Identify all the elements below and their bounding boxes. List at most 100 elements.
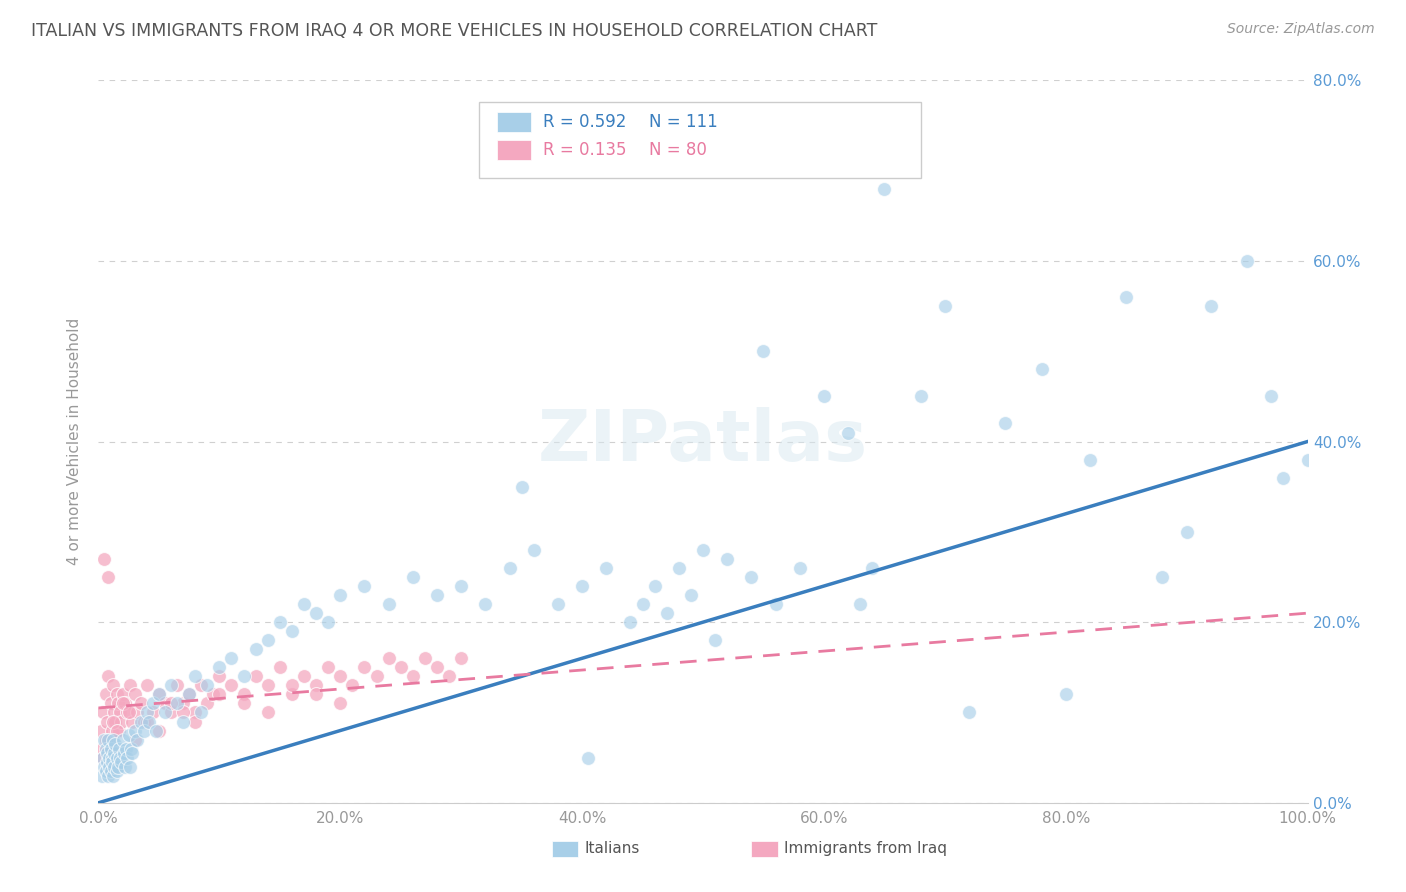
Point [716,552,738,566]
Point [160,678,183,692]
FancyBboxPatch shape [551,841,578,857]
Point [101,678,124,692]
Point [118,728,141,742]
Point [644,579,666,593]
Point [93,760,115,774]
Point [135,678,157,692]
Point [94,764,117,779]
Point [1152,570,1174,584]
Point [91,750,114,764]
Point [124,687,146,701]
Point [97,669,120,683]
Point [316,615,339,630]
Point [413,651,436,665]
Point [90,723,112,738]
Point [1236,253,1258,268]
Point [104,714,127,729]
Point [98,732,121,747]
Point [692,542,714,557]
Point [100,723,122,738]
Point [576,750,599,764]
Text: ITALIAN VS IMMIGRANTS FROM IRAQ 4 OR MORE VEHICLES IN HOUSEHOLD CORRELATION CHAR: ITALIAN VS IMMIGRANTS FROM IRAQ 4 OR MOR… [31,22,877,40]
Point [101,714,124,729]
Point [103,746,125,760]
Point [166,678,188,692]
Point [740,570,762,584]
Point [118,678,141,692]
Point [281,624,304,639]
Point [245,642,267,657]
Point [100,741,122,756]
Point [195,697,218,711]
Point [117,750,139,764]
Point [813,389,835,403]
Text: N = 80: N = 80 [648,141,706,159]
Point [135,714,157,729]
Point [108,723,131,738]
Point [510,480,533,494]
Point [110,714,132,729]
Point [329,588,352,602]
Point [124,723,146,738]
Point [91,769,114,783]
Point [166,697,188,711]
Point [426,660,449,674]
Point [269,660,291,674]
Point [256,706,278,720]
Point [98,760,121,774]
Point [221,678,243,692]
Point [389,660,412,674]
Point [342,678,364,692]
FancyBboxPatch shape [498,112,531,132]
Point [160,706,183,720]
Point [450,579,472,593]
Point [97,570,120,584]
Point [1296,452,1319,467]
Point [292,669,315,683]
Point [134,714,156,729]
Point [138,714,160,729]
FancyBboxPatch shape [498,139,531,160]
Point [96,746,118,760]
Point [547,597,569,611]
Point [704,633,727,648]
Point [910,389,932,403]
Point [195,678,218,692]
Point [202,687,225,701]
Point [292,597,315,611]
Point [94,687,117,701]
Point [1078,452,1101,467]
Point [112,746,135,760]
Point [450,651,472,665]
Point [426,588,449,602]
Point [184,669,207,683]
Point [316,660,339,674]
Point [107,760,129,774]
Point [91,750,114,764]
Point [498,561,520,575]
Point [994,417,1017,431]
Point [1175,524,1198,539]
Point [115,741,138,756]
Point [353,579,375,593]
Point [232,687,254,701]
Point [232,697,254,711]
Point [134,723,156,738]
Point [1199,299,1222,313]
Point [129,714,152,729]
Point [104,737,127,751]
Point [1272,471,1295,485]
Point [523,542,546,557]
Point [305,687,328,701]
Point [129,697,152,711]
Point [108,706,131,720]
Point [127,706,149,720]
Point [172,714,194,729]
Point [135,706,157,720]
Point [474,597,496,611]
Y-axis label: 4 or more Vehicles in Household: 4 or more Vehicles in Household [67,318,83,566]
Point [849,597,872,611]
Point [957,706,980,720]
Point [595,561,617,575]
Point [752,344,775,359]
